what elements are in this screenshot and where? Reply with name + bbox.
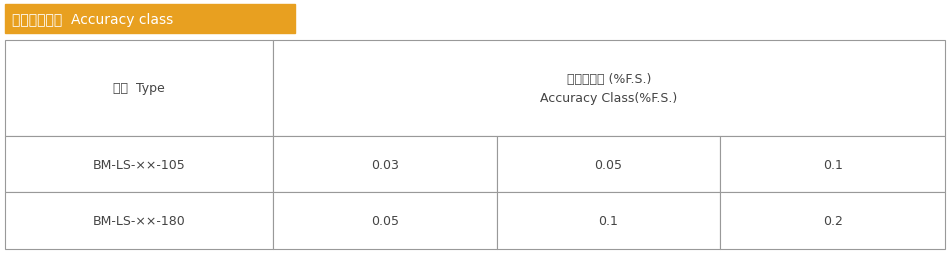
Bar — [5, 5, 294, 34]
Text: BM-LS-××-180: BM-LS-××-180 — [92, 214, 185, 227]
Text: 0.2: 0.2 — [823, 214, 843, 227]
Bar — [5, 193, 273, 249]
Text: 准确度等级：  Accuracy class: 准确度等级： Accuracy class — [12, 13, 174, 27]
Bar — [497, 193, 720, 249]
Text: BM-LS-××-105: BM-LS-××-105 — [92, 158, 185, 171]
Text: 准确度等级 (%F.S.): 准确度等级 (%F.S.) — [567, 72, 651, 85]
Bar — [720, 136, 945, 193]
Text: 0.05: 0.05 — [595, 158, 622, 171]
Text: 型号  Type: 型号 Type — [113, 82, 164, 95]
Text: 0.1: 0.1 — [598, 214, 618, 227]
Bar — [5, 136, 273, 193]
Text: 0.05: 0.05 — [370, 214, 399, 227]
Bar — [720, 193, 945, 249]
Bar — [5, 41, 273, 136]
Bar — [273, 41, 945, 136]
Text: 0.03: 0.03 — [370, 158, 399, 171]
Text: Accuracy Class(%F.S.): Accuracy Class(%F.S.) — [541, 92, 677, 105]
Bar — [273, 136, 497, 193]
Bar — [273, 193, 497, 249]
Text: 0.1: 0.1 — [823, 158, 843, 171]
Bar — [497, 136, 720, 193]
